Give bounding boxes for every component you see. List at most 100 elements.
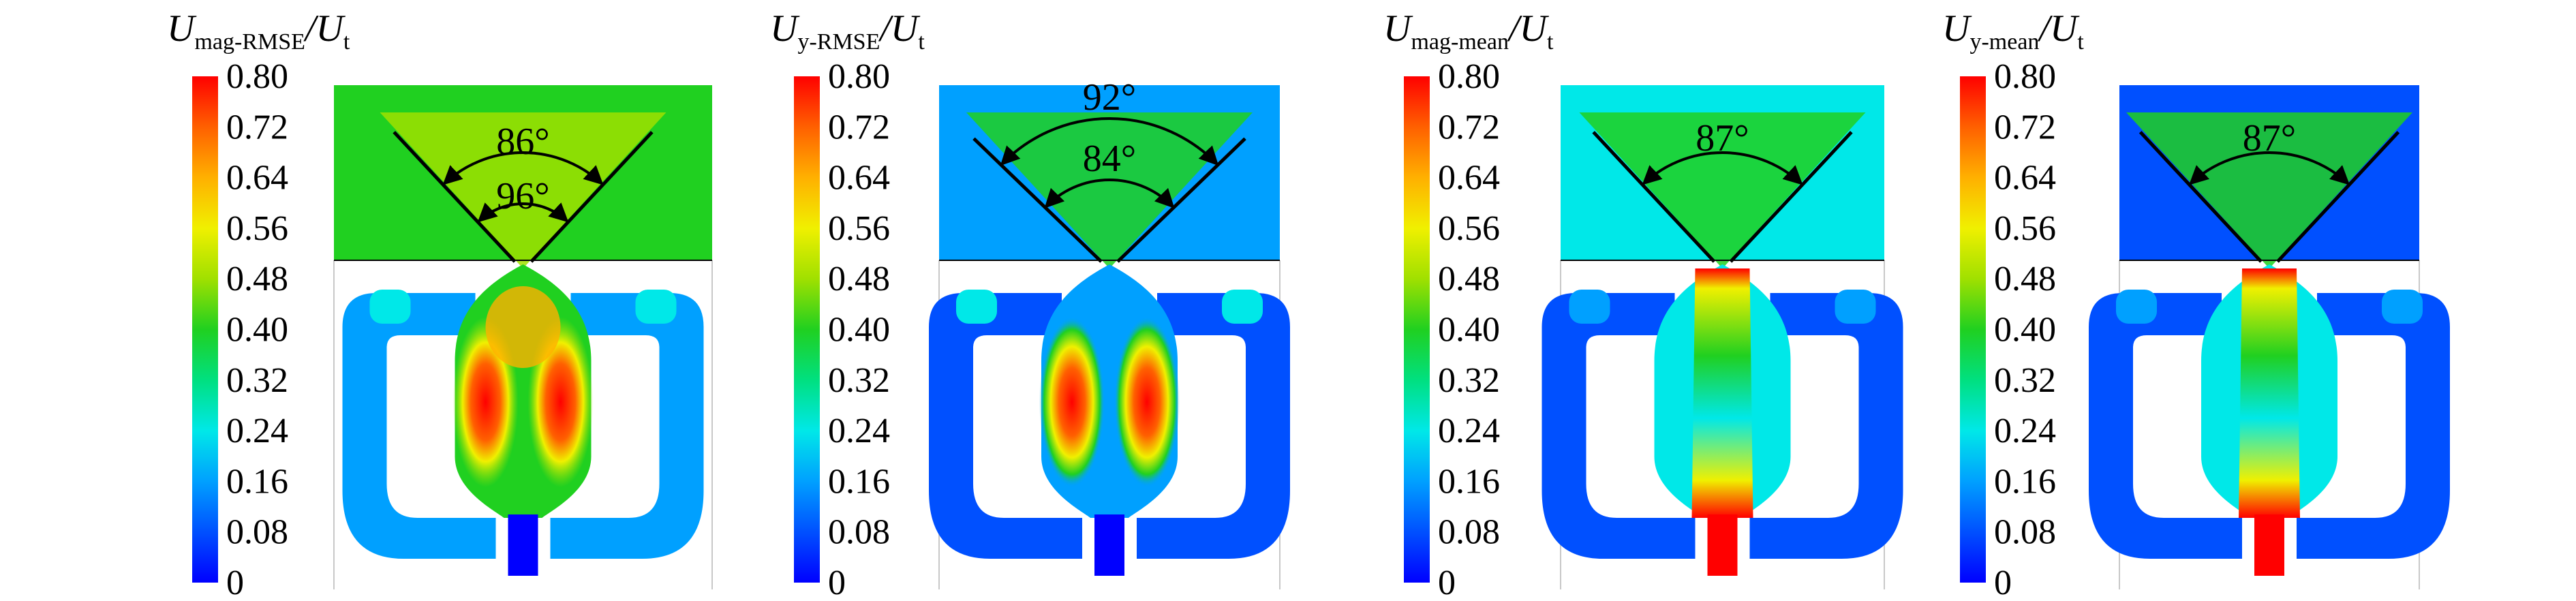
colorbar-tick-label: 0.32	[1438, 361, 1500, 400]
angle-arc	[1000, 117, 1219, 166]
feedback-inlet-right	[1222, 290, 1263, 324]
feedback-inlet-left	[369, 290, 411, 324]
mean-jet	[2239, 268, 2300, 518]
diverging-wall-left	[1592, 131, 1716, 263]
angle-arc	[442, 151, 604, 185]
colorbar-tick-label: 0	[1994, 564, 2012, 601]
colorbar-tick-label: 0.56	[1438, 209, 1500, 248]
diverging-wall-left	[393, 131, 517, 263]
rmse-lobe-right	[1114, 317, 1180, 487]
panels-layer: Umag-RMSE/Ut0.800.720.640.560.480.400.32…	[167, 7, 2450, 601]
colorbar-tick-label: 0.32	[226, 361, 288, 400]
feedback-inlet-right	[1835, 290, 1876, 324]
feedback-loop-right	[550, 293, 704, 559]
colorbar-tick-label: 0.16	[1994, 462, 2056, 501]
colorbar-tick-label: 0.48	[1994, 260, 2056, 298]
colorbar-tick-label: 0.80	[1994, 57, 2056, 96]
panel-y-rmse: Uy-RMSE/Ut0.80 0.72 0.64 0.56 0.48 0.40 0.32 0.…	[770, 7, 1290, 601]
colorbar-tick-label: 0.32	[828, 361, 890, 400]
contour-plot: 86°96°	[333, 85, 713, 589]
angle-arc	[1642, 151, 1803, 185]
inlet-nozzle	[1094, 514, 1124, 576]
angle-label: 87°	[1696, 117, 1749, 159]
colorbar-tick-label: 0.72	[226, 108, 288, 147]
angle-arc	[477, 202, 569, 223]
outlet-jet-fan	[2126, 112, 2412, 268]
diverging-wall-left	[2138, 131, 2263, 263]
colorbar-tick-label: 0.08	[1438, 513, 1500, 552]
colorbar-tick-label: 0.72	[828, 108, 890, 147]
colorbar-tick-label: 0.24	[828, 412, 890, 450]
colorbar-tick-label: 0.72	[1438, 108, 1500, 147]
angle-label: 92°	[1083, 76, 1136, 119]
inlet-nozzle	[508, 514, 538, 576]
feedback-loop-left	[342, 293, 496, 559]
feedback-inlet-right	[2382, 290, 2423, 324]
mean-jet	[1691, 268, 1753, 518]
colorbar-tick-label: 0.08	[226, 513, 288, 552]
colorbar	[192, 76, 218, 583]
inlet-nozzle	[1707, 514, 1738, 576]
colorbar-tick-label: 0.24	[226, 412, 288, 450]
colorbar-tick-label: 0.32	[1994, 361, 2056, 400]
colorbar	[1960, 76, 1986, 583]
feedback-loop-right	[1749, 293, 1903, 559]
colorbar	[1404, 76, 1430, 583]
rmse-core	[485, 286, 561, 368]
colorbar-tick-label: 0.80	[828, 57, 890, 96]
colorbar-tick-label: 0.48	[226, 260, 288, 298]
angle-arc	[2189, 151, 2350, 185]
colorbar-tick-label: 0.16	[1438, 462, 1500, 501]
diverging-wall-left	[972, 137, 1103, 263]
feedback-loop-left	[2089, 293, 2242, 559]
colorbar-tick-label: 0.80	[226, 57, 288, 96]
diverging-wall-right	[530, 131, 654, 263]
colorbar-tick-label: 0.16	[226, 462, 288, 501]
colorbar-tick-label: 0.16	[828, 462, 890, 501]
panel-title: Uy-mean/Ut	[1942, 7, 2084, 55]
colorbar-tick-label: 0.64	[1438, 159, 1500, 198]
contour-plot: 92°84°	[929, 76, 1290, 589]
feedback-loop-left	[1542, 293, 1696, 559]
colorbar-tick-label: 0.56	[828, 209, 890, 248]
panel-mag-mean: Umag-mean/Ut0.80 0.72 0.64 0.56 0.48 0.40 0.32…	[1383, 7, 1903, 601]
diverging-wall-right	[1729, 131, 1853, 263]
feedback-loop-right	[1137, 293, 1290, 559]
feedback-inlet-right	[635, 290, 677, 324]
feedback-loop-left	[929, 293, 1082, 559]
panel-y-mean: Uy-mean/Ut0.80 0.72 0.64 0.56 0.48 0.40 0.32 0.…	[1942, 7, 2450, 601]
angle-label: 86°	[496, 121, 549, 163]
colorbar-tick-label: 0.64	[1994, 159, 2056, 198]
colorbar-tick-label: 0.48	[1438, 260, 1500, 298]
colorbar-tick-label: 0.08	[1994, 513, 2056, 552]
colorbar-tick-label: 0	[828, 564, 846, 601]
panel-mag-rmse: Umag-RMSE/Ut0.80 0.72 0.64 0.56 0.48 0.40 0.32…	[167, 7, 713, 601]
colorbar-tick-label: 0	[226, 564, 244, 601]
colorbar-tick-label: 0.24	[1994, 412, 2056, 450]
colorbar-tick-label: 0	[1438, 564, 1456, 601]
feedback-inlet-left	[1569, 290, 1610, 324]
rmse-lobe-left	[1039, 317, 1105, 487]
feedback-loop-right	[2297, 293, 2450, 559]
colorbar-tick-label: 0.40	[226, 311, 288, 350]
angle-label: 96°	[496, 175, 549, 217]
colorbar	[794, 76, 820, 583]
outlet-jet-fan	[380, 112, 666, 268]
outlet-jet-fan	[1579, 112, 1866, 268]
contour-plot: 87°	[2089, 85, 2450, 589]
colorbar-tick-label: 0.08	[828, 513, 890, 552]
colorbar-tick-label: 0.40	[828, 311, 890, 350]
colorbar-tick-label: 0.48	[828, 260, 890, 298]
inlet-nozzle	[2254, 514, 2284, 576]
panel-title: Umag-mean/Ut	[1383, 7, 1554, 55]
feedback-inlet-left	[956, 290, 997, 324]
colorbar-tick-label: 0.56	[226, 209, 288, 248]
colorbar-tick-label: 0.72	[1994, 108, 2056, 147]
colorbar-tick-label: 0.24	[1438, 412, 1500, 450]
angle-label: 84°	[1083, 138, 1136, 180]
colorbar-tick-label: 0.40	[1438, 311, 1500, 350]
panel-title: Uy-RMSE/Ut	[770, 7, 925, 55]
colorbar-tick-label: 0.56	[1994, 209, 2056, 248]
diverging-wall-right	[1116, 137, 1246, 263]
